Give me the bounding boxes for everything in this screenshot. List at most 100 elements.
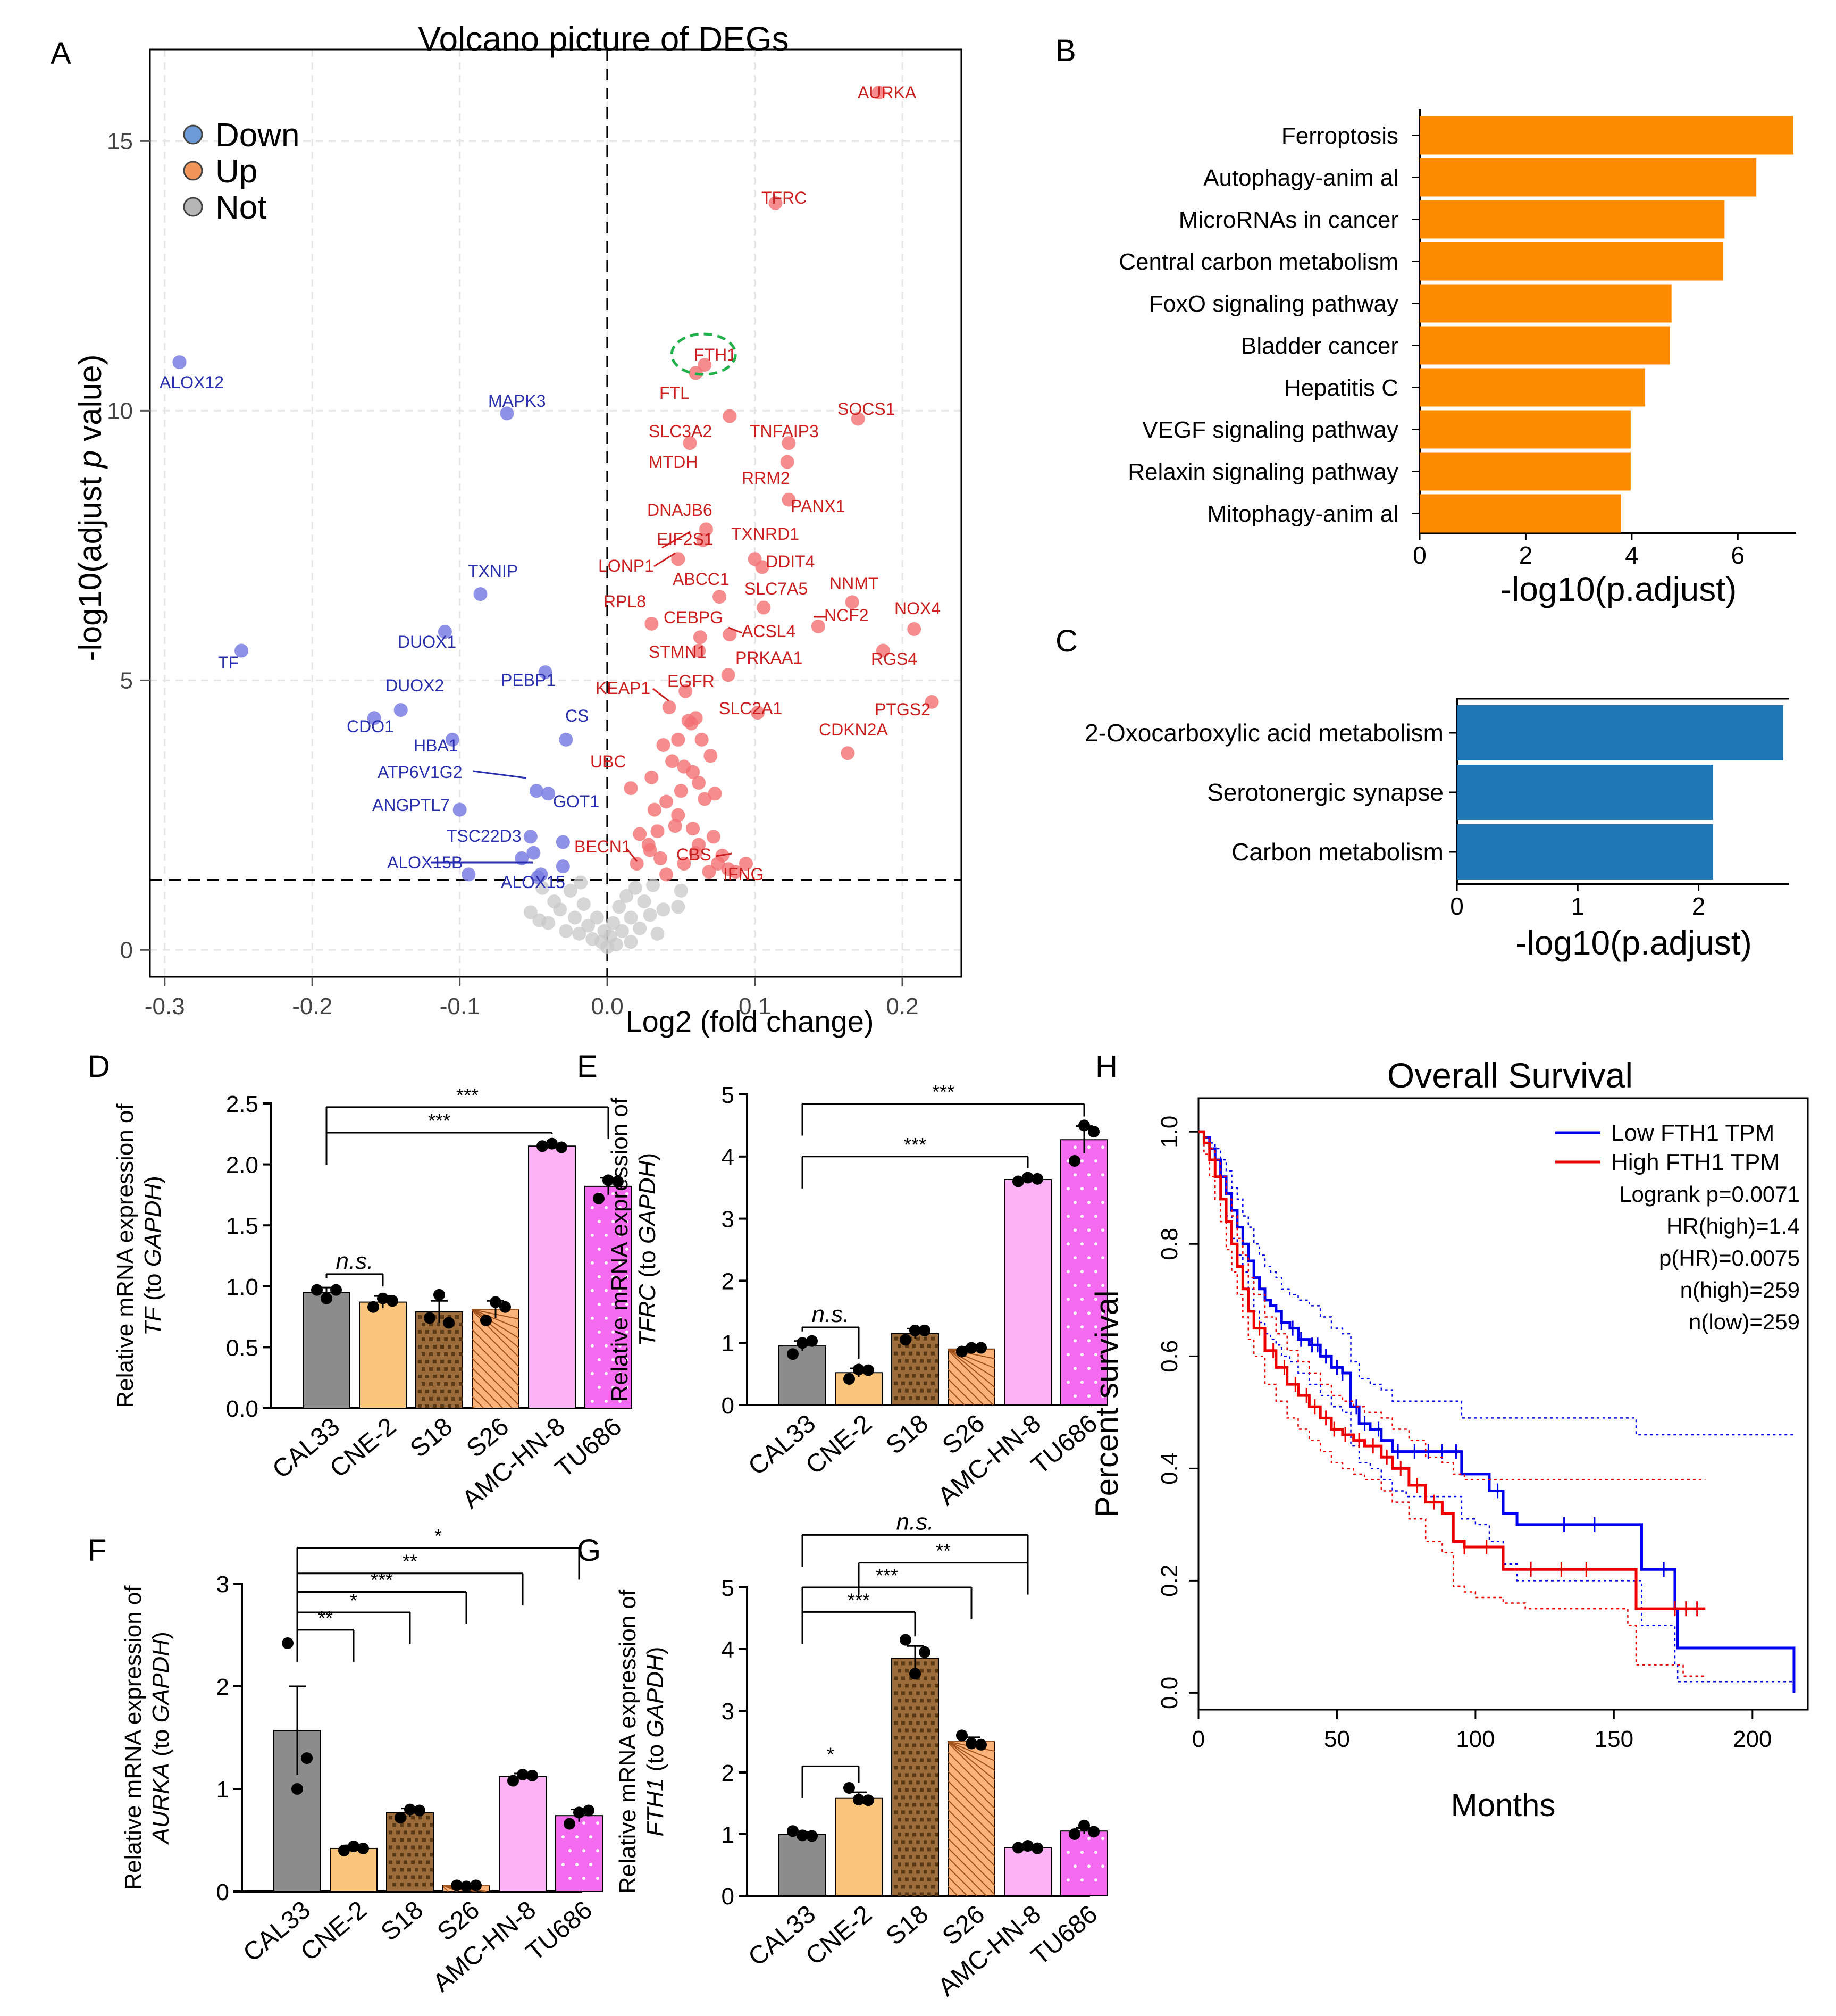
bar-texture [894,1825,898,1829]
up-point [662,700,676,715]
bar-texture [901,1795,905,1800]
bar-texture [444,1382,448,1386]
gene-label: DUOX2 [385,676,444,695]
bar-texture [422,1352,425,1356]
not-point [633,921,647,935]
bar-texture [948,1838,995,1886]
bar-texture [437,1337,440,1341]
bar-texture [433,1359,437,1363]
bar-texture [927,1758,931,1762]
y-axis-label-part: GAPDH [642,1654,668,1738]
y-tick-label: 0.2 [1156,1565,1183,1597]
bar-texture [418,1404,422,1408]
bar-texture [927,1669,931,1673]
bar-texture [605,1233,608,1237]
category-label: Relaxin signaling pathway [1128,459,1398,485]
bar-texture [901,1825,905,1829]
bar-texture [598,1302,601,1306]
bar-texture [909,1366,912,1370]
bar-texture [920,1803,924,1807]
bar-texture [611,1330,615,1334]
legend-label: Up [215,153,257,190]
bar-texture [931,1855,935,1859]
replicate-point [367,1301,379,1313]
panel-label-f: F [88,1533,106,1568]
replicate-point [490,1296,501,1308]
y-axis-label-line2: FTH1 (to GAPDH) [642,1647,668,1837]
bar-texture [927,1862,931,1867]
bar-texture [898,1684,901,1688]
bar-texture [444,1352,448,1356]
bar-texture [909,1721,912,1725]
bar-texture [425,1359,429,1363]
bar-texture [948,1741,995,1761]
bar-texture [472,1309,519,1329]
bar-texture [411,1875,415,1879]
enrichment-bar [1457,705,1783,760]
y-tick-label: 1.5 [226,1213,258,1239]
bar-texture [430,1838,433,1842]
bar-texture [625,1385,628,1389]
up-point [696,533,710,547]
bar-texture [916,1661,920,1666]
bar-texture [931,1795,935,1800]
x-tick-label: 0 [1450,892,1464,920]
bar-texture [451,1367,455,1371]
bar-texture [455,1374,459,1378]
bar-texture [909,1676,912,1680]
bar-texture [901,1840,905,1844]
bar-texture [1080,1851,1084,1854]
bar-texture [618,1233,622,1237]
bar-texture [920,1699,924,1703]
bar-texture [426,1860,430,1864]
bar-texture [389,1875,392,1879]
bar-texture [948,1388,965,1406]
up-point [768,196,783,210]
bar-texture [909,1736,912,1740]
bar-texture [404,1875,407,1879]
category-label: S18 [405,1412,458,1463]
bar-texture [422,1367,425,1371]
bar-texture [605,1289,608,1292]
gene-label: UBC [590,752,626,771]
up-point [671,732,685,747]
gene-label: FTH1 [694,345,736,364]
bar-texture [905,1713,909,1718]
bar-texture [948,1800,995,1847]
bar-texture [927,1803,931,1807]
not-point [581,918,596,933]
y-axis-label-line1: Relative mRNA expression of [112,1103,138,1408]
y-tick-label: 2.0 [226,1152,258,1178]
bar-texture [1087,1837,1091,1841]
bar-texture [920,1359,924,1363]
replicate-point [862,1794,874,1806]
bar-texture [931,1336,935,1341]
bar-texture [582,1877,585,1880]
bar-texture [455,1344,459,1349]
y-axis-label-part: -log10(adjust [72,468,108,662]
bar-texture [912,1803,916,1807]
bar-texture [920,1877,924,1881]
gene-label: GOT1 [553,792,599,811]
expression-bar [835,1372,883,1406]
panel-label-a: A [51,36,71,71]
up-point [871,86,886,100]
y-tick-label: 0 [120,937,133,963]
category-label: Autophagy-anim al [1203,165,1398,191]
not-point [650,926,665,941]
y-tick-label: 3 [722,1207,734,1233]
bar-texture [411,1830,415,1835]
y-axis-label-part: value) [72,354,108,450]
bar-texture [927,1892,931,1896]
gene-label: STMN1 [649,642,706,662]
replicate-point [966,1737,977,1750]
bar-texture [625,1358,628,1361]
not-point [590,910,604,925]
bar-texture [618,1344,622,1348]
bar-texture [1074,1339,1077,1343]
bar-texture [618,1289,622,1292]
bar-texture [1101,1339,1104,1343]
bar-texture [1067,1325,1070,1329]
down-point [556,835,570,849]
bar-texture [591,1233,594,1237]
